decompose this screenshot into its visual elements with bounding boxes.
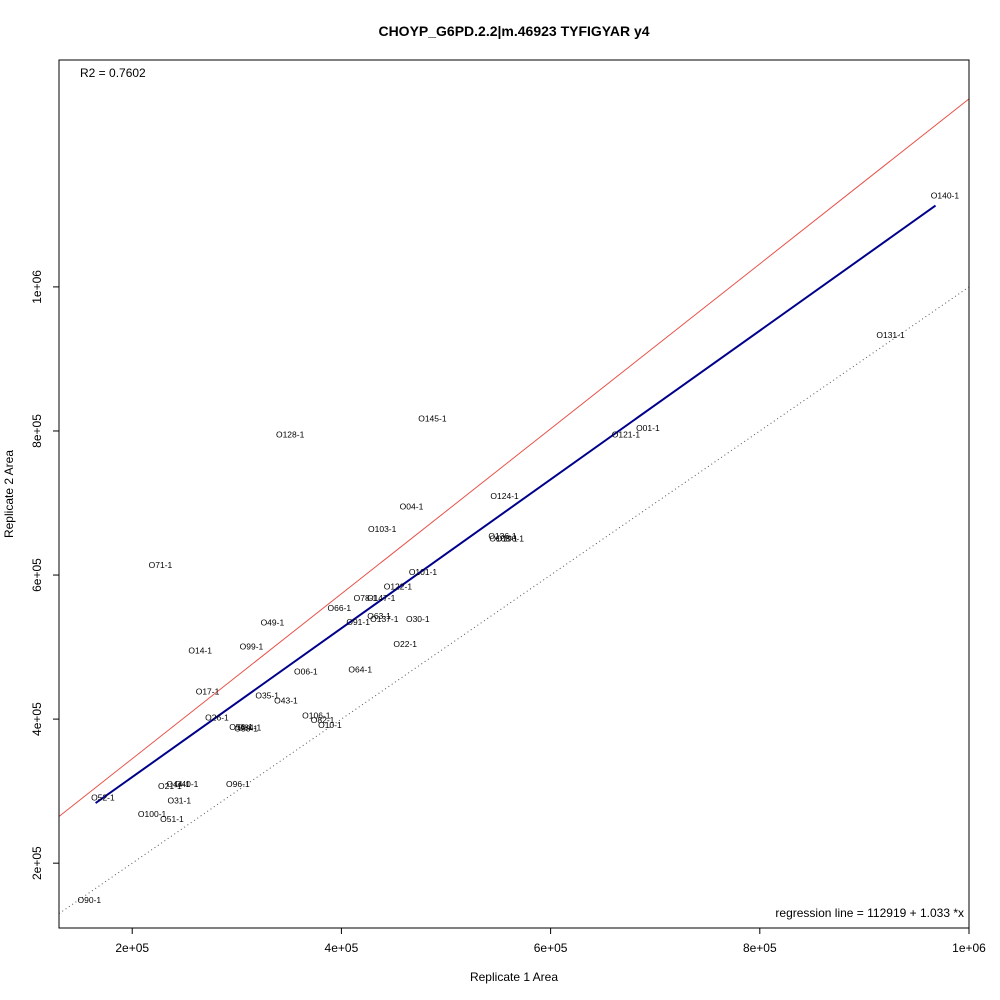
data-point-label: O106-1 [302, 711, 331, 721]
data-point-label: O121-1 [612, 430, 641, 440]
data-point-label: O17-1 [196, 687, 220, 697]
lines-layer [59, 98, 969, 915]
y-tick-label: 4e+05 [30, 702, 44, 736]
regression-annotation: regression line = 112919 + 1.033 *x [775, 906, 964, 920]
data-point-label: O64-1 [348, 664, 372, 674]
data-point-label: O43-1 [274, 695, 298, 705]
data-point-label: O10-1 [318, 720, 342, 730]
x-axis-label: Replicate 1 Area [470, 970, 558, 984]
r2-annotation: R2 = 0.7602 [80, 66, 146, 80]
data-point-label: O137-1 [370, 614, 399, 624]
data-point-label: O52-1 [91, 793, 115, 803]
data-point-label: O90-1 [78, 895, 102, 905]
data-point-label: O131-1 [876, 330, 905, 340]
data-point-label: O99-1 [240, 641, 264, 651]
y-tick-label: 2e+05 [30, 846, 44, 880]
data-point-label: O124-1 [490, 491, 519, 501]
y-tick-label: 6e+05 [30, 558, 44, 592]
data-point-label: O63-1 [367, 611, 391, 621]
data-point-label: O78-1 [354, 593, 378, 603]
data-point-label: O49-1 [261, 618, 285, 628]
fit-line [59, 98, 969, 817]
x-tick-label: 6e+05 [534, 941, 568, 955]
data-point-label: O101-1 [409, 567, 438, 577]
plot-frame [58, 59, 970, 929]
data-point-label: O04-1 [400, 502, 424, 512]
chart-title: CHOYP_G6PD.2.2|m.46923 TYFIGYAR y4 [378, 23, 649, 39]
data-point-label: O100-1 [138, 809, 167, 819]
data-point-label: O56-1 [229, 722, 253, 732]
data-point-label: O30-1 [406, 614, 430, 624]
data-point-label: O103-1 [368, 524, 397, 534]
data-point-label: O58-1 [234, 723, 258, 733]
x-tick-label: 4e+05 [325, 941, 359, 955]
data-point-label: O01-1 [636, 423, 660, 433]
data-point-label: O21-1 [158, 781, 182, 791]
data-point-label: O40-1 [175, 779, 199, 789]
regression-line [95, 204, 937, 804]
data-point-label: O35-1 [255, 690, 279, 700]
data-point-label: O26-1 [205, 713, 229, 723]
data-point-label: O128-1 [276, 430, 305, 440]
data-point-label: O96-1 [226, 779, 250, 789]
data-point-label: O14-1 [188, 646, 212, 656]
data-point-label: O108-1 [489, 533, 518, 543]
x-tick-label: 1e+06 [952, 941, 986, 955]
data-point-label: O91-1 [346, 617, 370, 627]
data-point-label: O147-1 [367, 593, 396, 603]
data-point-label: O44-1 [166, 779, 190, 789]
data-point-label: O122-1 [384, 582, 413, 592]
data-point-label: O51-1 [160, 814, 184, 824]
data-point-label: O84-1 [238, 723, 262, 733]
data-point-label: O06-1 [294, 667, 318, 677]
data-point-label: O140-1 [931, 190, 960, 200]
y-axis-label: Replicate 2 Area [2, 450, 16, 538]
identity-line [59, 286, 969, 915]
data-point-label: O145-1 [418, 414, 447, 424]
data-point-label: O190-1 [496, 533, 525, 543]
y-tick-label: 8e+05 [30, 414, 44, 448]
x-tick-label: 2e+05 [115, 941, 149, 955]
data-point-label: O22-1 [393, 639, 417, 649]
data-point-label: O136-1 [488, 531, 517, 541]
x-tick-label: 8e+05 [743, 941, 777, 955]
y-tick-label: 1e+06 [30, 270, 44, 304]
ticks-layer: 2e+05 4e+05 6e+05 8e+05 1e+06 2e+05 4e+05 6e+05… [30, 270, 986, 955]
data-point-label: O66-1 [328, 603, 352, 613]
data-point-label: O71-1 [149, 560, 173, 570]
data-point-label: O82-1 [311, 715, 335, 725]
data-point-label: O31-1 [167, 796, 191, 806]
